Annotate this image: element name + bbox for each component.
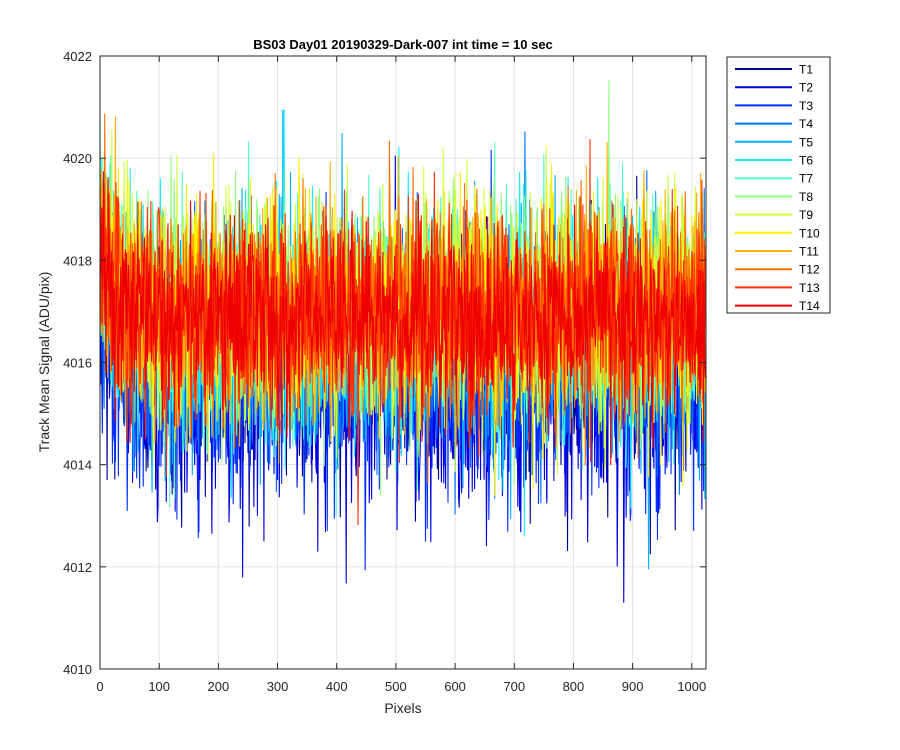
x-tick-label: 900 — [622, 679, 644, 694]
legend-label-t14: T14 — [799, 299, 820, 313]
legend-label-t3: T3 — [799, 99, 813, 113]
x-axis: 0 100 200 300 400 500 600 700 800 900 1000 — [96, 56, 706, 694]
y-tick-label: 4018 — [63, 253, 92, 268]
legend-label-t6: T6 — [799, 154, 813, 168]
y-tick-label: 4016 — [63, 356, 92, 371]
x-tick-label: 400 — [326, 679, 348, 694]
legend-label-t13: T13 — [799, 281, 820, 295]
x-tick-label: 800 — [563, 679, 585, 694]
y-axis-label: Track Mean Signal (ADU/pix) — [36, 272, 52, 453]
legend-label-t10: T10 — [799, 226, 820, 240]
x-axis-label: Pixels — [384, 700, 421, 716]
legend-label-t8: T8 — [799, 190, 813, 204]
x-tick-label: 700 — [503, 679, 525, 694]
y-tick-label: 4020 — [63, 151, 92, 166]
legend-label-t4: T4 — [799, 117, 813, 131]
legend-label-t12: T12 — [799, 263, 820, 277]
legend-label-t7: T7 — [799, 172, 813, 186]
x-tick-label: 600 — [444, 679, 466, 694]
y-axis: 4010 4012 4014 4016 4018 4020 4022 — [63, 49, 706, 677]
x-tick-label: 500 — [385, 679, 407, 694]
y-tick-label: 4014 — [63, 458, 92, 473]
legend-label-t11: T11 — [799, 245, 819, 259]
y-tick-label: 4022 — [63, 49, 92, 64]
series-group — [99, 79, 706, 603]
chart-title: BS03 Day01 20190329-Dark-007 int time = … — [253, 37, 553, 52]
x-tick-label: 200 — [208, 679, 230, 694]
legend-label-t2: T2 — [799, 81, 813, 95]
x-tick-label: 100 — [148, 679, 170, 694]
series-line-t14 — [99, 171, 706, 466]
y-tick-label: 4012 — [63, 560, 92, 575]
legend-label-t5: T5 — [799, 135, 813, 149]
x-tick-label: 1000 — [677, 679, 706, 694]
legend: T1 T2 T3 T4 T5 T6 T7 T8 T9 T10 T11 T12 T13 T14 — [726, 56, 831, 314]
legend-label-t9: T9 — [799, 208, 813, 222]
x-tick-label: 300 — [267, 679, 289, 694]
legend-label-t1: T1 — [799, 63, 813, 77]
x-tick-label: 0 — [96, 679, 103, 694]
y-tick-label: 4010 — [63, 662, 92, 677]
legend-box — [726, 56, 831, 314]
